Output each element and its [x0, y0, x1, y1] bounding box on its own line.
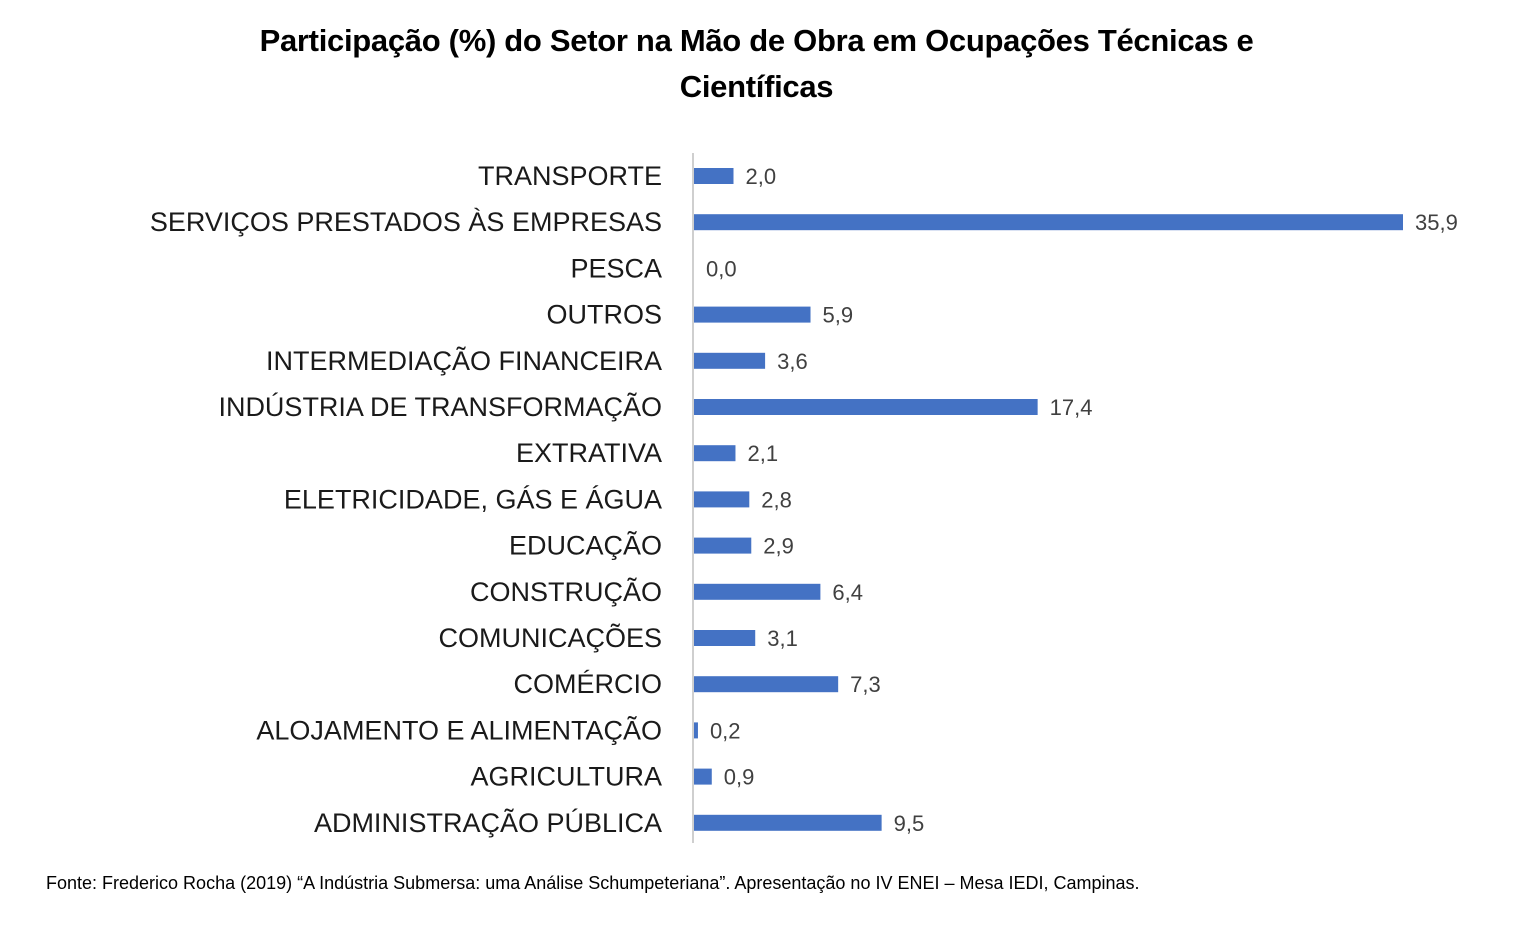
bar-value-label: 6,4 — [832, 580, 863, 605]
bar-value-label: 7,3 — [850, 672, 881, 697]
bar — [694, 537, 752, 554]
bar — [694, 722, 698, 739]
bar-value-label: 17,4 — [1050, 395, 1093, 420]
bar — [694, 491, 750, 508]
category-label: EXTRATIVA — [516, 438, 662, 468]
bar-value-label: 0,0 — [706, 256, 737, 281]
category-label: ALOJAMENTO E ALIMENTAÇÃO — [256, 714, 662, 745]
category-label: COMUNICAÇÕES — [438, 622, 662, 653]
bar — [694, 306, 811, 323]
bar-value-label: 2,1 — [747, 441, 778, 466]
category-label: COMÉRCIO — [514, 669, 663, 699]
category-label: PESCA — [570, 253, 662, 283]
category-label: AGRICULTURA — [470, 762, 662, 792]
bar-value-label: 3,6 — [777, 349, 808, 374]
bar — [694, 814, 882, 831]
chart-title-line-2: Científicas — [679, 69, 834, 104]
category-labels-layer: TRANSPORTE SERVIÇOS PRESTADOS ÀS EMPRESAS… — [150, 161, 662, 838]
bar-value-label: 2,9 — [763, 534, 794, 559]
bars-layer — [694, 168, 1403, 831]
bar — [694, 168, 734, 184]
category-label: CONSTRUÇÃO — [470, 576, 662, 607]
bar-value-label: 0,2 — [710, 718, 741, 743]
bar — [694, 399, 1038, 415]
bar-value-label: 2,8 — [761, 487, 792, 512]
category-label: INTERMEDIAÇÃO FINANCEIRA — [266, 345, 662, 376]
category-label: ELETRICIDADE, GÁS E ÁGUA — [284, 484, 662, 514]
bar — [694, 583, 821, 600]
chart-title: Participação (%) do Setor na Mão de Obra… — [0, 18, 1513, 110]
chart-title-line-1: Participação (%) do Setor na Mão de Obra… — [259, 23, 1254, 58]
category-label: ADMINISTRAÇÃO PÚBLICA — [314, 807, 662, 838]
bar-value-label: 35,9 — [1415, 210, 1458, 235]
category-label: TRANSPORTE — [478, 161, 662, 191]
source-note: Fonte: Frederico Rocha (2019) “A Indústr… — [46, 873, 1140, 893]
bar-value-label: 9,5 — [894, 811, 925, 836]
bar — [694, 445, 736, 462]
bar-value-label: 5,9 — [823, 303, 854, 328]
bar — [694, 352, 766, 369]
bar-value-label: 3,1 — [767, 626, 798, 651]
category-label: SERVIÇOS PRESTADOS ÀS EMPRESAS — [150, 207, 662, 237]
bar-value-label: 2,0 — [745, 164, 776, 189]
category-label: EDUCAÇÃO — [509, 530, 662, 561]
bar — [694, 676, 839, 693]
value-labels-layer: 2,0 35,9 0,0 5,9 3,6 17,4 2,1 2,8 2,9 6,4 3,1 7,3 0,… — [706, 164, 1458, 836]
bar — [694, 214, 1403, 231]
bar — [694, 630, 756, 646]
bar — [694, 768, 712, 785]
category-label: INDÚSTRIA DE TRANSFORMAÇÃO — [218, 391, 662, 422]
bar-value-label: 0,9 — [724, 765, 755, 790]
category-label: OUTROS — [546, 300, 662, 330]
